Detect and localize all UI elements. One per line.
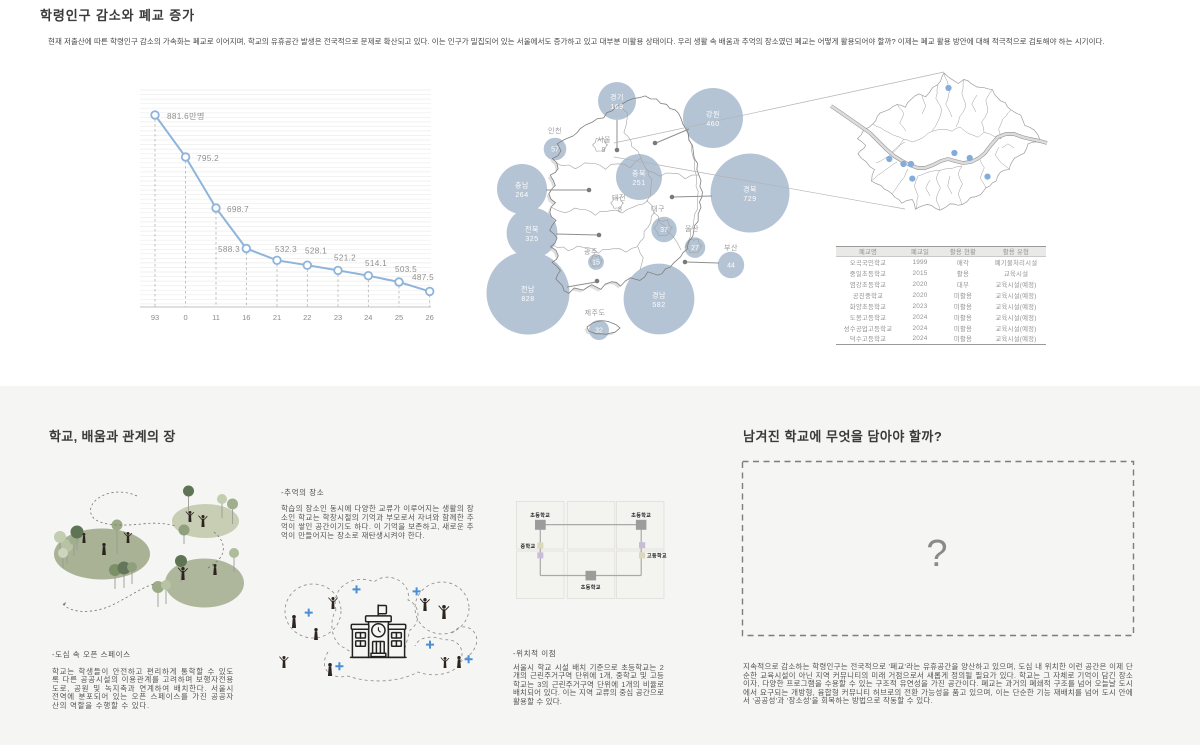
- svg-text:충남: 충남: [515, 181, 529, 190]
- svg-text:16: 16: [242, 313, 250, 322]
- svg-text:초등학교: 초등학교: [530, 512, 550, 519]
- svg-text:251: 251: [632, 180, 645, 187]
- svg-text:25: 25: [395, 313, 403, 322]
- svg-text:8: 8: [618, 207, 622, 214]
- svg-text:0: 0: [184, 313, 188, 322]
- svg-text:11: 11: [212, 313, 220, 322]
- svg-text:27: 27: [691, 245, 699, 252]
- svg-text:264: 264: [515, 192, 528, 199]
- svg-text:514.1: 514.1: [365, 259, 387, 268]
- svg-text:초등학교: 초등학교: [631, 512, 651, 519]
- svg-text:32: 32: [595, 328, 603, 335]
- svg-text:57: 57: [551, 147, 559, 154]
- svg-text:729: 729: [743, 196, 756, 203]
- svg-text:93: 93: [151, 313, 159, 322]
- svg-text:22: 22: [303, 313, 311, 322]
- svg-text:대구: 대구: [651, 205, 665, 213]
- svg-text:169: 169: [610, 104, 623, 111]
- svg-text:37: 37: [660, 227, 668, 234]
- svg-text:828: 828: [521, 296, 534, 303]
- svg-text:인천: 인천: [548, 126, 562, 135]
- svg-text:503.5: 503.5: [395, 265, 417, 274]
- svg-text:528.1: 528.1: [305, 247, 327, 256]
- svg-text:경북: 경북: [743, 185, 757, 194]
- svg-text:대전: 대전: [612, 193, 626, 202]
- svg-text:24: 24: [364, 313, 372, 322]
- svg-text:전북: 전북: [525, 225, 539, 234]
- svg-text:15: 15: [592, 260, 600, 267]
- svg-text:광주: 광주: [584, 248, 598, 256]
- svg-text:44: 44: [727, 263, 735, 270]
- svg-text:881.6만명: 881.6만명: [167, 111, 205, 121]
- svg-text:487.5: 487.5: [412, 273, 434, 282]
- svg-text:460: 460: [706, 121, 719, 128]
- svg-text:521.2: 521.2: [334, 254, 356, 263]
- svg-text:강원: 강원: [706, 110, 720, 119]
- svg-text:경남: 경남: [652, 291, 666, 300]
- svg-text:26: 26: [426, 313, 434, 322]
- svg-text:충북: 충북: [632, 169, 646, 178]
- svg-text:795.2: 795.2: [197, 154, 219, 163]
- svg-text:초등학교: 초등학교: [581, 584, 601, 591]
- svg-text:532.3: 532.3: [275, 245, 297, 254]
- svg-text:전남: 전남: [521, 285, 535, 294]
- svg-text:서울: 서울: [597, 135, 611, 144]
- svg-text:582: 582: [652, 302, 665, 309]
- svg-text:588.3: 588.3: [218, 245, 240, 254]
- svg-text:23: 23: [334, 313, 342, 322]
- svg-text:325: 325: [525, 236, 538, 243]
- svg-text:중학교: 중학교: [520, 543, 535, 550]
- svg-text:울산: 울산: [685, 224, 699, 233]
- svg-text:경기: 경기: [610, 93, 624, 102]
- svg-text:제주도: 제주도: [585, 309, 606, 317]
- svg-text:21: 21: [273, 313, 281, 322]
- svg-text:고등학교: 고등학교: [647, 553, 667, 560]
- svg-text:?: ?: [926, 533, 947, 575]
- svg-text:698.7: 698.7: [227, 205, 249, 214]
- svg-text:부산: 부산: [724, 243, 738, 252]
- svg-text:8: 8: [602, 147, 606, 154]
